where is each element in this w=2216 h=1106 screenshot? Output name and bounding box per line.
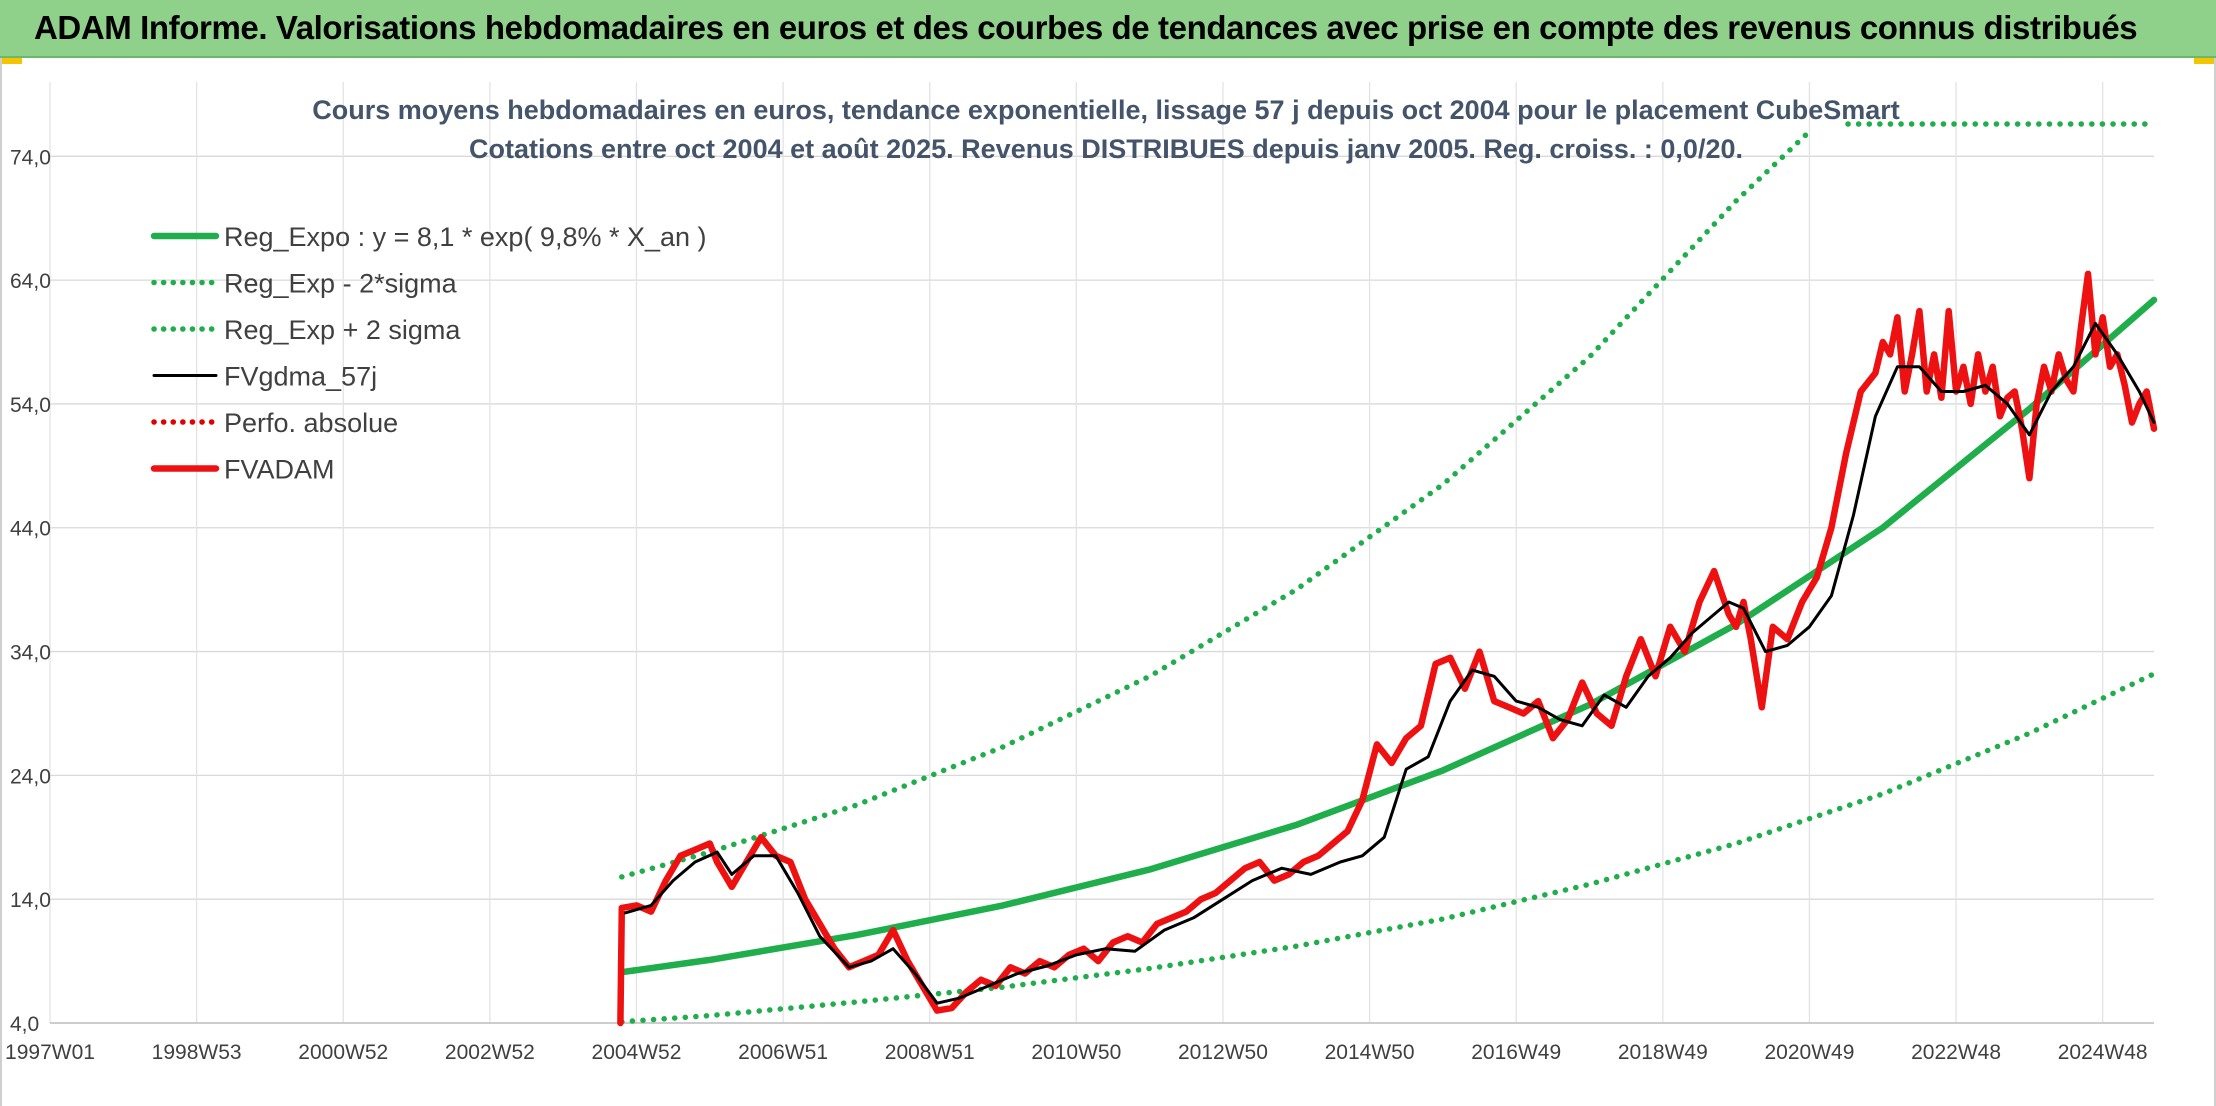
x-tick-label: 2006W51 [738, 1041, 828, 1064]
x-tick-label: 2020W49 [1764, 1041, 1854, 1064]
report-title: ADAM Informe. Valorisations hebdomadaire… [34, 9, 2138, 46]
axes: 4,0 14,0 24,0 34,0 44,0 54,0 64,0 74,0 1997W01 19… [5, 146, 2154, 1064]
line-chart: Cours moyens hebdomadaires en euros, ten… [5, 82, 2158, 1064]
chart-subtitle: Cotations entre oct 2004 et août 2025. R… [469, 134, 1743, 164]
x-tick-label: 2004W52 [592, 1041, 682, 1064]
chart-titles: Cours moyens hebdomadaires en euros, ten… [312, 95, 1900, 164]
x-tick-label: 2014W50 [1325, 1041, 1415, 1064]
x-tick-label: 2008W51 [885, 1041, 975, 1064]
x-tick-label: 2022W48 [1911, 1041, 2001, 1064]
y-tick-label: 4,0 [10, 1013, 39, 1036]
x-tick-label: 2012W50 [1178, 1041, 1268, 1064]
series-line-2 [619, 128, 1813, 880]
x-tick-label: 2016W49 [1471, 1041, 1561, 1064]
series-line-5 [617, 270, 2158, 1027]
x-tick-label: 2010W50 [1031, 1041, 1121, 1064]
y-tick-label: 44,0 [10, 518, 51, 541]
x-tick-label: 2018W49 [1618, 1041, 1708, 1064]
chart-title: Cours moyens hebdomadaires en euros, ten… [312, 95, 1900, 125]
x-tick-label: 2002W52 [445, 1041, 535, 1064]
grid [49, 82, 2154, 1024]
report-header: ADAM Informe. Valorisations hebdomadaire… [0, 0, 2216, 58]
y-tick-label: 54,0 [10, 394, 51, 417]
x-tick-label: 1997W01 [5, 1041, 95, 1064]
series-line-3 [624, 321, 2156, 1005]
series [617, 121, 2158, 1027]
legend-label: FVADAM [224, 455, 335, 485]
legend-label: FVgdma_57j [224, 362, 377, 392]
legend-label: Perfo. absolue [224, 408, 398, 438]
series-line-0 [618, 296, 2158, 976]
x-tick-label: 2000W52 [298, 1041, 388, 1064]
y-tick-label: 74,0 [10, 146, 51, 169]
legend: Reg_Expo : y = 8,1 * exp( 9,8% * X_an ) R… [150, 222, 707, 485]
x-tick-label: 1998W53 [152, 1041, 242, 1064]
y-tick-label: 34,0 [10, 642, 51, 665]
corner-marker-left [0, 58, 22, 64]
legend-label: Reg_Exp - 2*sigma [224, 269, 458, 299]
legend-label: Reg_Exp + 2 sigma [224, 315, 461, 345]
series-line-1 [619, 671, 2157, 1025]
y-tick-label: 64,0 [10, 270, 51, 293]
y-tick-label: 24,0 [10, 765, 51, 788]
legend-label: Reg_Expo : y = 8,1 * exp( 9,8% * X_an ) [224, 222, 707, 252]
x-tick-label: 2024W48 [2058, 1041, 2148, 1064]
corner-marker-right [2194, 58, 2216, 64]
chart-frame: Cours moyens hebdomadaires en euros, ten… [0, 58, 2216, 1106]
y-tick-label: 14,0 [10, 889, 51, 912]
